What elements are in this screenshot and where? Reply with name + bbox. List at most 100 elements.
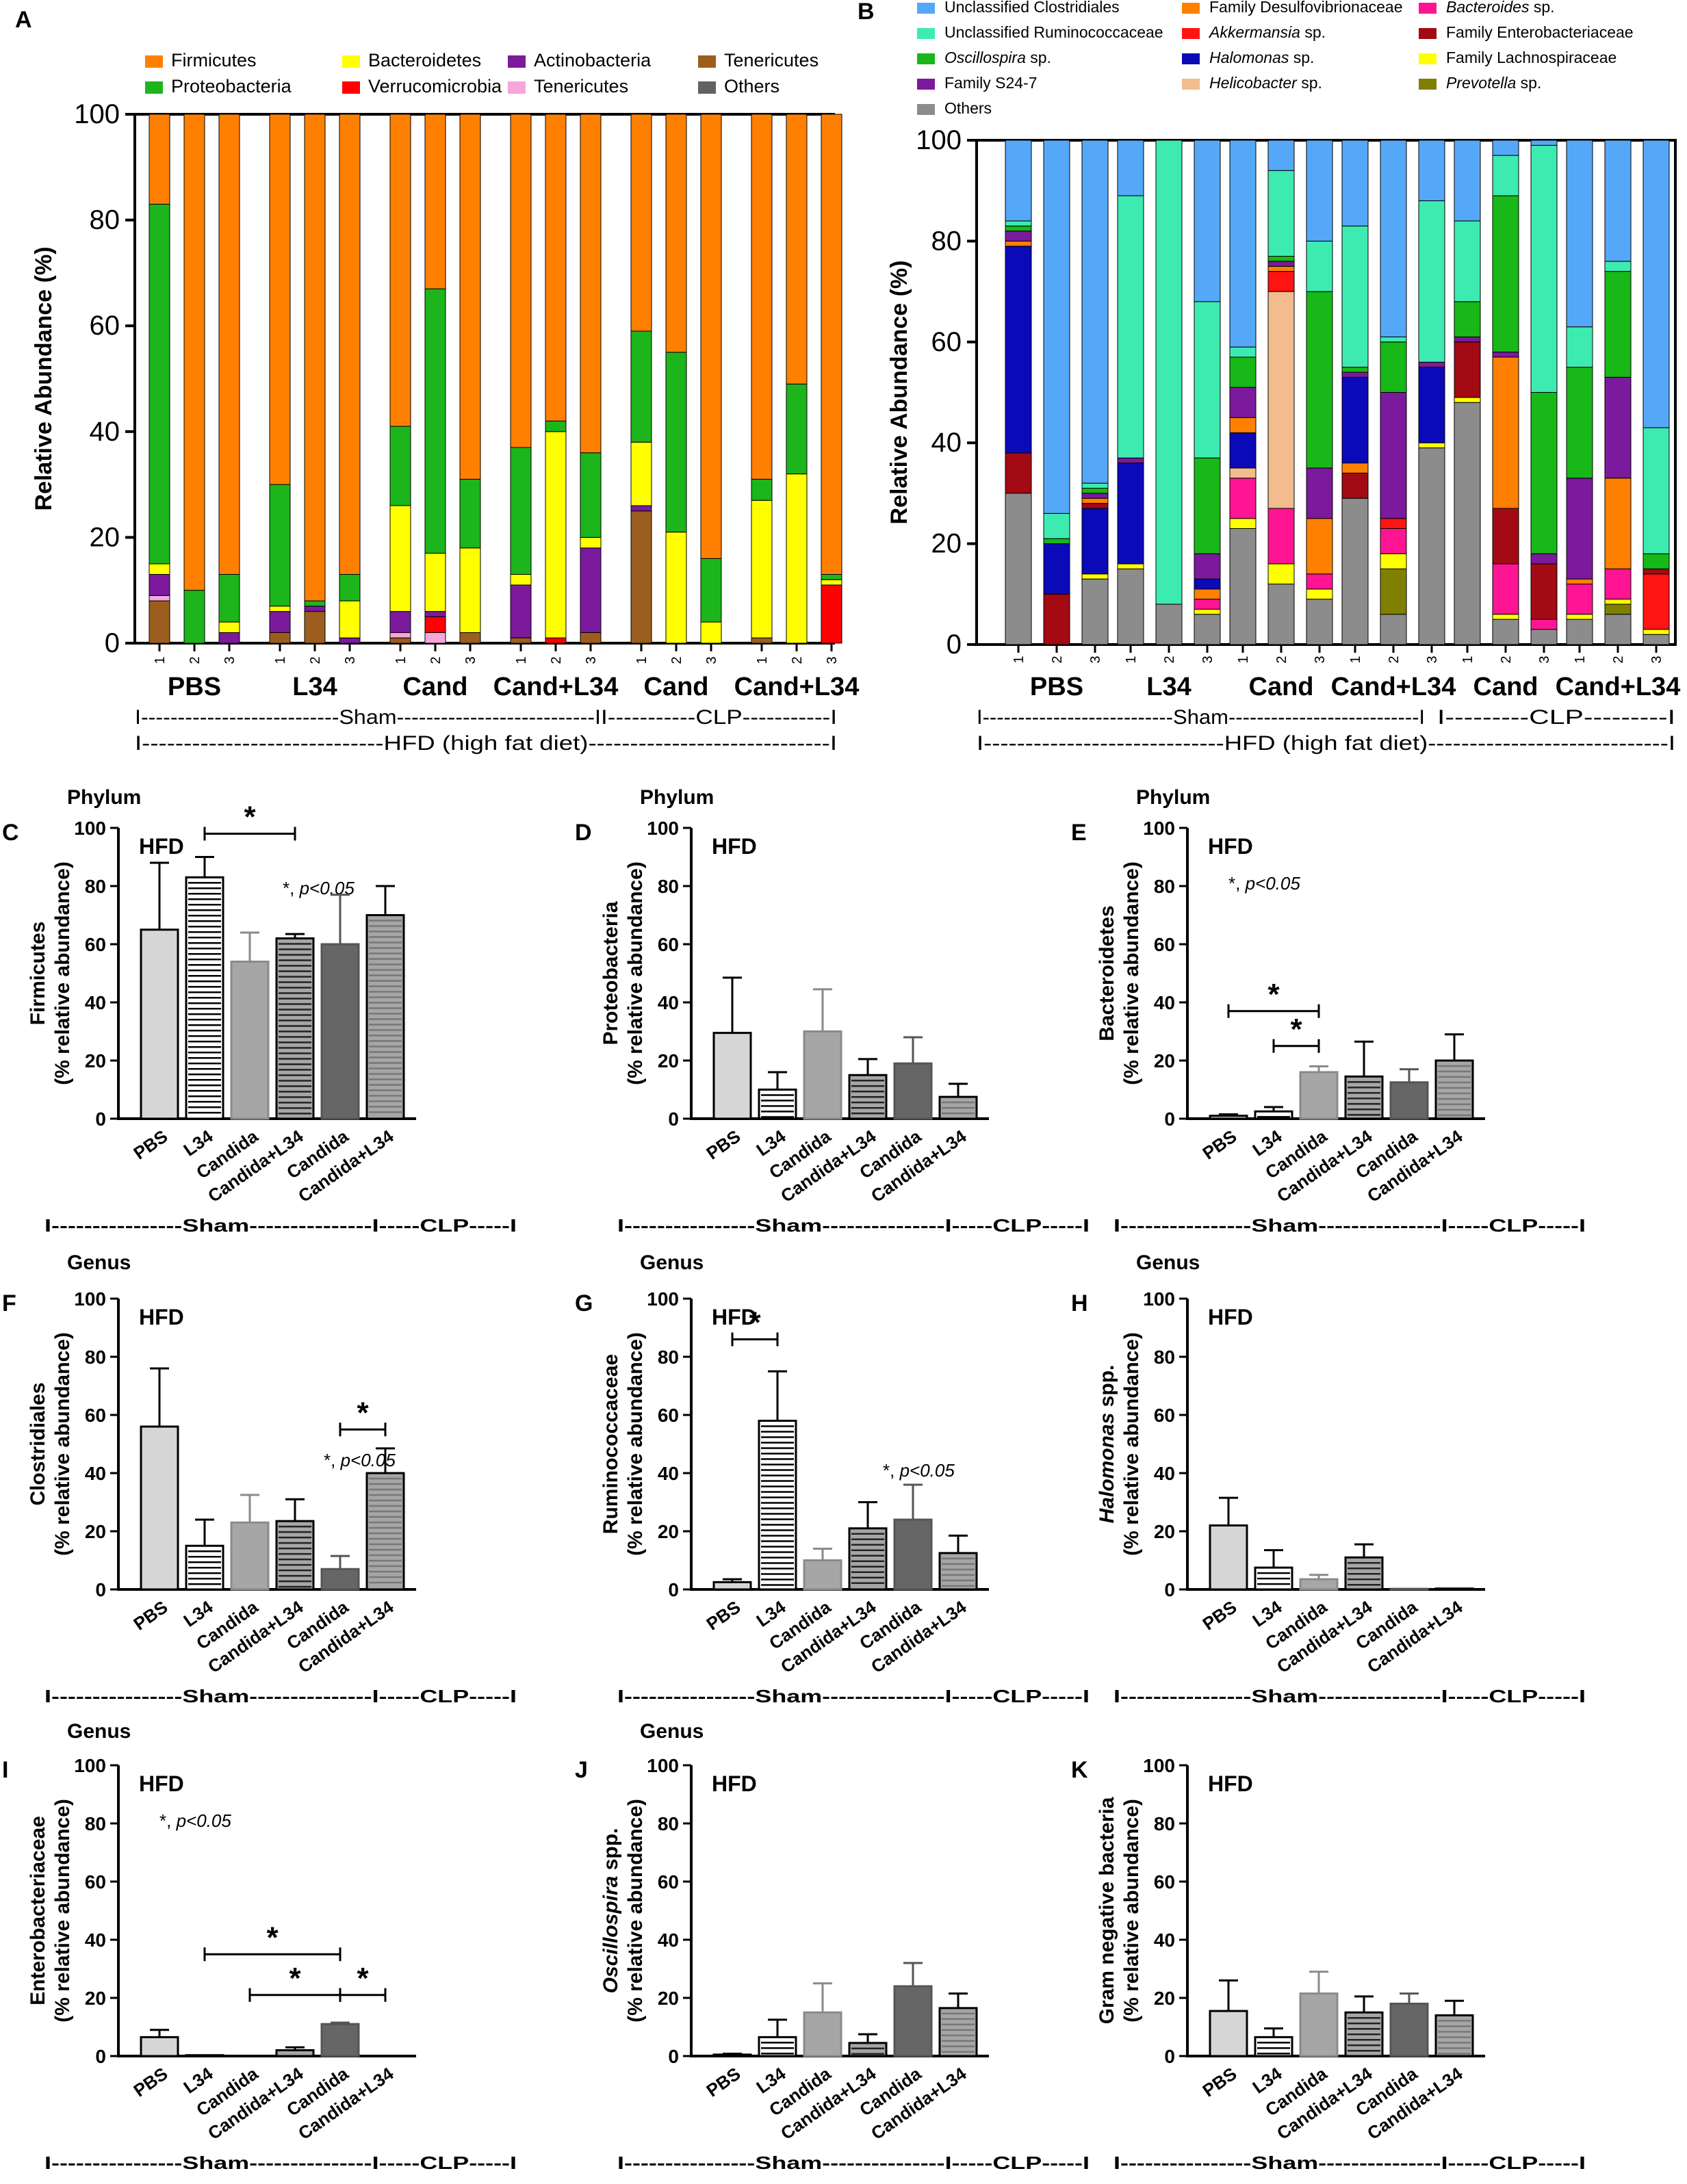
y-tick-label: 80 — [658, 1813, 679, 1834]
bar-segment — [1454, 336, 1481, 343]
bar-segment — [1267, 170, 1295, 257]
bar — [1209, 2010, 1248, 2057]
legend-swatch — [917, 28, 935, 39]
y-tick-label: 0 — [95, 1579, 106, 1600]
bar — [938, 2007, 978, 2057]
bar-segment — [218, 632, 240, 644]
sample-label: 2 — [188, 656, 203, 664]
bar-segment — [1643, 634, 1670, 645]
bar-segment — [149, 574, 170, 596]
bar-segment — [304, 611, 326, 644]
bar-segment — [1380, 392, 1407, 519]
y-tick-label: 60 — [931, 327, 962, 357]
legend-label: Halomonas sp. — [1209, 49, 1314, 66]
y-axis-label-units: (% relative abundance) — [1120, 1799, 1143, 2023]
bar — [848, 1527, 888, 1591]
bar-segment — [339, 574, 361, 601]
group-label: Cand+L34 — [1331, 673, 1456, 701]
group-footer: I----------------Sham---------------I---… — [617, 2153, 1090, 2173]
hfd-note: HFD — [712, 1305, 757, 1329]
bar-segment — [1530, 392, 1558, 554]
legend-swatch — [508, 81, 526, 94]
group-footer: I----------------Sham---------------I---… — [1113, 1215, 1586, 1236]
group-footer: I----------------Sham---------------I---… — [617, 1686, 1090, 1706]
bar-segment — [1081, 497, 1109, 504]
legend-swatch — [917, 53, 935, 64]
bar-segment — [1341, 463, 1369, 473]
y-tick-label: 40 — [85, 1463, 106, 1484]
y-axis-label: Proteobacteria — [600, 901, 622, 1045]
sample-label: 1 — [1573, 655, 1588, 663]
category-label: PBS — [1198, 1596, 1240, 1634]
bar-segment — [1380, 568, 1407, 615]
bar-segment — [1492, 356, 1519, 509]
bar-segment — [389, 637, 411, 644]
bar — [758, 1420, 797, 1591]
bar-segment — [665, 352, 687, 533]
hfd-note: HFD — [139, 1771, 184, 1796]
bar-segment — [1306, 573, 1333, 590]
sample-label: 3 — [1537, 655, 1552, 663]
y-tick-label: 100 — [74, 99, 120, 129]
bar-segment — [1418, 442, 1445, 449]
y-axis-label-units: (% relative abundance) — [624, 861, 647, 1085]
bar — [893, 1518, 933, 1591]
sig-star: * — [749, 1306, 761, 1340]
y-tick-label: 20 — [658, 1988, 679, 2009]
group-footer: I----------------Sham---------------I---… — [44, 2153, 517, 2173]
bar-segment — [545, 637, 567, 644]
y-tick-label: 100 — [1143, 1755, 1175, 1776]
legend-label: Others — [724, 76, 780, 96]
bar-segment — [630, 114, 652, 332]
sig-star: * — [244, 801, 256, 834]
bar-segment — [424, 616, 446, 634]
y-tick-label: 20 — [1154, 1988, 1175, 2009]
sample-label: 2 — [1050, 655, 1065, 663]
bar-segment — [459, 632, 481, 644]
legend-label: Bacteroides sp. — [1446, 0, 1555, 16]
bar — [1299, 1992, 1339, 2057]
bar-segment — [1418, 361, 1445, 368]
bar-segment — [1380, 140, 1407, 337]
bar-segment — [339, 114, 361, 575]
bar — [275, 2049, 315, 2057]
y-tick-label: 60 — [85, 1871, 106, 1893]
sample-label: 1 — [514, 656, 529, 664]
group-label: PBS — [1030, 673, 1083, 701]
bar-segment — [1341, 472, 1369, 499]
category-label: PBS — [1198, 2063, 1240, 2101]
bar-segment — [1194, 301, 1221, 458]
bar-segment — [1566, 140, 1593, 328]
bar-segment — [821, 584, 842, 644]
y-tick-label: 20 — [85, 1521, 106, 1542]
y-axis-label: Bacteroidetes — [1096, 905, 1118, 1041]
bar-segment — [1380, 528, 1407, 554]
legend-swatch — [917, 79, 935, 90]
y-tick-label: 0 — [95, 2046, 106, 2067]
y-tick-label: 40 — [1154, 1463, 1175, 1484]
bar-segment — [339, 600, 361, 638]
bar-segment — [545, 114, 567, 421]
panel-letter: G — [575, 1290, 593, 1316]
y-axis-label: Clostridiales — [27, 1382, 49, 1505]
y-tick-label: 0 — [1164, 2046, 1175, 2067]
bar-segment — [1229, 140, 1257, 348]
bar-segment — [304, 114, 326, 601]
bar-segment — [751, 499, 773, 638]
sample-label: 2 — [1499, 655, 1514, 663]
y-tick-label: 80 — [85, 1813, 106, 1834]
y-tick-label: 100 — [74, 818, 106, 839]
bar-segment — [1643, 553, 1670, 569]
bar-segment — [580, 536, 602, 549]
y-axis-label-units: (% relative abundance) — [1120, 1332, 1143, 1556]
y-tick-label: 80 — [1154, 876, 1175, 897]
group-footer: I----------------Sham---------------I---… — [1113, 1686, 1586, 1706]
bar-segment — [630, 510, 652, 644]
legend-label: Others — [944, 99, 992, 117]
panel-category: Genus — [640, 1251, 704, 1274]
legend-label: Family Desulfovibrionaceae — [1209, 0, 1403, 16]
bar-panel-G: G Genus 0 20 40 60 80 100 Ruminococcaceae (% rela… — [575, 1251, 1090, 1706]
legend-label: Proteobacteria — [171, 76, 292, 96]
panel-letter: F — [2, 1290, 16, 1316]
legend-swatch — [342, 81, 360, 94]
